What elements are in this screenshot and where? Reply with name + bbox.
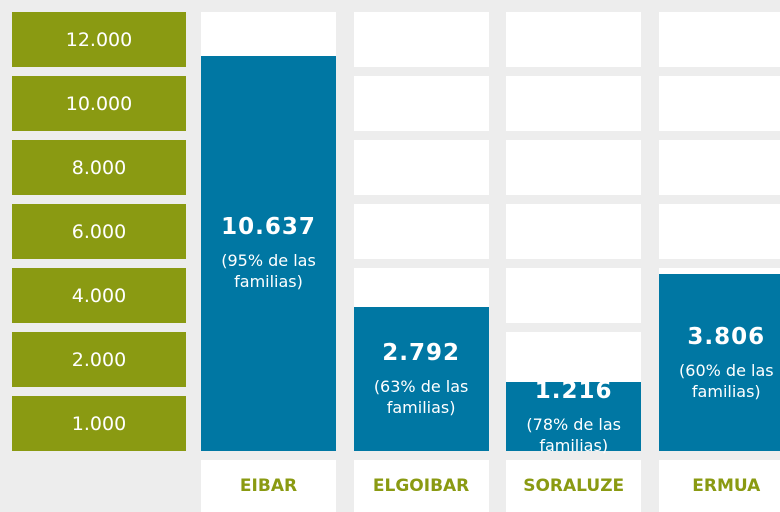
grid-cell [506, 204, 642, 259]
grid-cell [506, 332, 642, 387]
value-label: 3.806 [687, 323, 766, 350]
grid-cell [506, 140, 642, 195]
bar-label: 1.216 (78% de las familias) [506, 378, 641, 455]
x-tick-label: ERMUA [658, 460, 780, 512]
grid-cell [658, 140, 780, 195]
y-tick-label: 12.000 [12, 12, 186, 67]
bar-label: 10.637 (95% de las familias) [201, 56, 336, 451]
value-label: 2.792 [382, 339, 460, 366]
y-tick-label: 4.000 [12, 268, 186, 323]
bar-label: 3.806 (60% de las familias) [659, 274, 780, 451]
bar [506, 382, 642, 451]
grid-cell [353, 140, 489, 195]
annotation: (78% de las familias) [526, 414, 621, 455]
bar [353, 306, 489, 451]
bar [201, 55, 336, 451]
grid-cell [506, 76, 642, 131]
grid-cell [353, 12, 489, 67]
grid-cell [353, 204, 489, 259]
bar-label: 2.792 (63% de las familias) [354, 307, 489, 451]
grid-cell [353, 76, 489, 131]
grid-cell [658, 204, 780, 259]
y-tick-label: 6.000 [12, 204, 186, 259]
y-tick-label: 10.000 [12, 76, 186, 131]
x-tick-label: ELGOIBAR [353, 460, 489, 512]
annotation: (60% de las familias) [679, 360, 774, 401]
grid-cell [658, 12, 780, 67]
x-tick-label: EIBAR [201, 460, 336, 512]
y-tick-label: 2.000 [12, 332, 186, 387]
value-label: 10.637 [221, 214, 316, 241]
y-tick-label: 1.000 [12, 396, 186, 451]
grid-cell [658, 76, 780, 131]
annotation: (95% de las familias) [221, 251, 316, 292]
x-tick-label: SORALUZE [506, 460, 642, 512]
value-label: 1.216 [534, 377, 613, 404]
grid-cell [506, 12, 642, 67]
y-tick-label: 8.000 [12, 140, 186, 195]
annotation: (63% de las familias) [373, 376, 469, 417]
grid-cell [506, 268, 642, 323]
bar [658, 274, 780, 451]
